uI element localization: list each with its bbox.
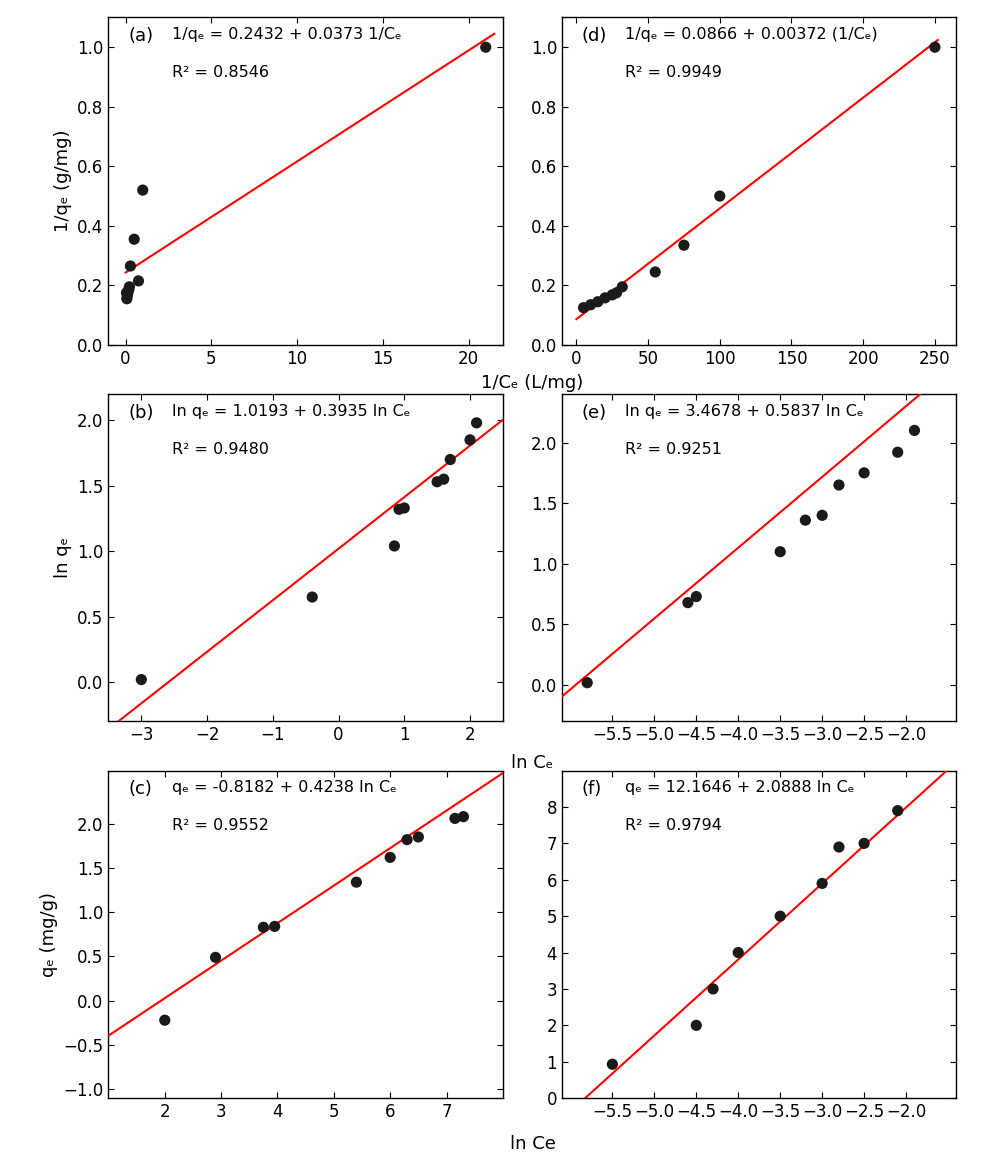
Text: (a): (a)	[128, 27, 153, 45]
Point	[604, 286, 620, 304]
Text: (b): (b)	[128, 404, 154, 422]
Point	[906, 421, 922, 439]
Point	[391, 500, 407, 518]
Point	[121, 280, 137, 299]
Point	[927, 38, 943, 57]
Point	[410, 827, 426, 846]
Text: qₑ = -0.8182 + 0.4238 ln Cₑ: qₑ = -0.8182 + 0.4238 ln Cₑ	[172, 781, 396, 796]
Point	[383, 848, 398, 867]
Point	[387, 537, 402, 555]
Point	[688, 587, 704, 605]
Point	[856, 464, 872, 482]
Point	[889, 443, 905, 461]
Point	[614, 278, 630, 296]
Text: R² = 0.9794: R² = 0.9794	[625, 818, 722, 833]
Point	[130, 272, 146, 290]
Text: R² = 0.9480: R² = 0.9480	[172, 442, 268, 457]
Text: (e): (e)	[582, 404, 606, 422]
Point	[478, 38, 494, 57]
Point	[429, 473, 445, 492]
Point	[255, 918, 271, 937]
Point	[157, 1011, 173, 1030]
Point	[133, 670, 149, 689]
Point	[731, 944, 746, 962]
Point	[604, 1055, 620, 1074]
Text: R² = 0.8546: R² = 0.8546	[172, 65, 268, 80]
Text: qₑ = 12.1646 + 2.0888 ln Cₑ: qₑ = 12.1646 + 2.0888 ln Cₑ	[625, 781, 855, 796]
Point	[583, 295, 599, 314]
Text: R² = 0.9251: R² = 0.9251	[625, 442, 722, 457]
Text: ln Ce: ln Ce	[510, 1135, 555, 1153]
Point	[705, 980, 721, 998]
Point	[120, 284, 136, 302]
Point	[712, 187, 728, 206]
Point	[598, 288, 613, 307]
Text: 1/Cₑ (L/mg): 1/Cₑ (L/mg)	[481, 374, 584, 392]
Point	[831, 475, 847, 494]
Point	[798, 511, 813, 530]
Point	[576, 299, 592, 317]
Point	[772, 543, 788, 561]
Text: 1/qₑ = 0.2432 + 0.0373 1/Cₑ: 1/qₑ = 0.2432 + 0.0373 1/Cₑ	[172, 27, 401, 42]
Point	[267, 917, 283, 935]
Text: ln Cₑ: ln Cₑ	[512, 754, 553, 772]
Point	[348, 873, 364, 891]
Point	[468, 414, 484, 432]
Point	[396, 498, 412, 517]
Text: (c): (c)	[128, 781, 152, 798]
Text: 1/qₑ = 0.0866 + 0.00372 (1/Cₑ): 1/qₑ = 0.0866 + 0.00372 (1/Cₑ)	[625, 27, 878, 42]
Point	[119, 287, 135, 306]
Y-axis label: ln qₑ: ln qₑ	[53, 537, 72, 579]
Point	[648, 263, 664, 281]
Y-axis label: 1/qₑ (g/mg): 1/qₑ (g/mg)	[53, 130, 72, 232]
Point	[399, 831, 415, 849]
Point	[456, 808, 471, 826]
Text: ln qₑ = 1.0193 + 0.3935 ln Cₑ: ln qₑ = 1.0193 + 0.3935 ln Cₑ	[172, 404, 410, 418]
Point	[122, 257, 138, 275]
Point	[831, 838, 847, 856]
Point	[119, 289, 135, 308]
Point	[889, 802, 905, 820]
Point	[447, 809, 462, 827]
Point	[305, 588, 320, 607]
Point	[126, 230, 142, 249]
Point	[580, 674, 596, 693]
Y-axis label: qₑ (mg/g): qₑ (mg/g)	[39, 892, 58, 977]
Point	[436, 469, 452, 488]
Point	[135, 181, 151, 200]
Point	[814, 874, 830, 892]
Text: (d): (d)	[582, 27, 607, 45]
Point	[590, 293, 605, 311]
Text: R² = 0.9949: R² = 0.9949	[625, 65, 722, 80]
Text: R² = 0.9552: R² = 0.9552	[172, 818, 268, 833]
Point	[676, 236, 692, 254]
Text: ln qₑ = 3.4678 + 0.5837 ln Cₑ: ln qₑ = 3.4678 + 0.5837 ln Cₑ	[625, 404, 864, 418]
Point	[443, 450, 458, 468]
Point	[121, 278, 137, 296]
Point	[118, 284, 134, 302]
Point	[856, 834, 872, 853]
Point	[814, 505, 830, 524]
Point	[462, 431, 478, 450]
Point	[688, 1016, 704, 1034]
Point	[608, 284, 624, 302]
Point	[208, 948, 224, 967]
Text: (f): (f)	[582, 781, 602, 798]
Point	[680, 594, 696, 612]
Point	[772, 906, 788, 925]
